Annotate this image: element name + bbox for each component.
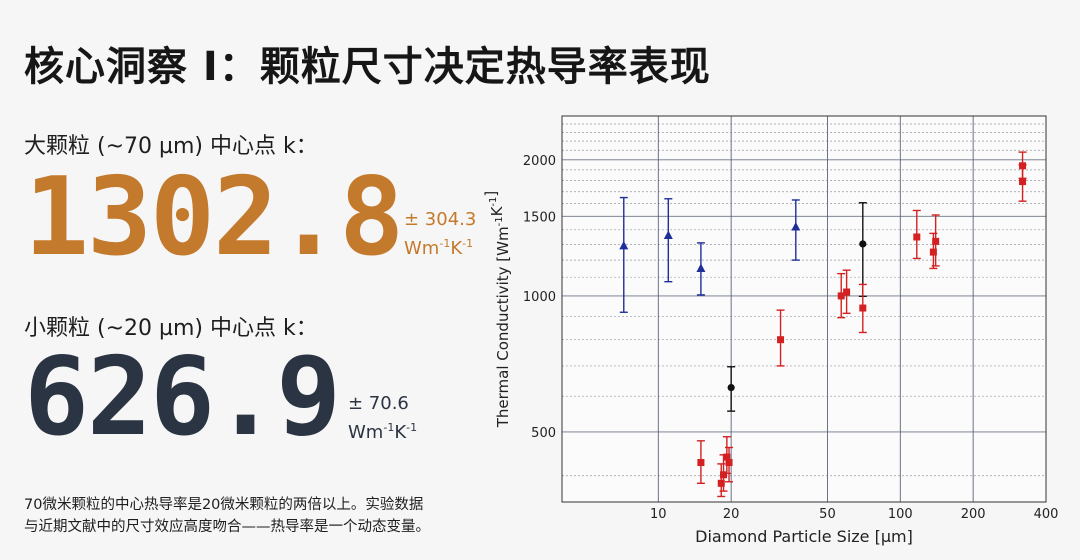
data-point — [842, 269, 851, 315]
triangle-marker — [619, 240, 629, 250]
y-tick-label: 500 — [531, 426, 556, 441]
caption-line-1: 70微米颗粒的中心热导率是20微米颗粒的两倍以上。实验数据 — [24, 497, 424, 513]
unit-exp: -1 — [406, 421, 418, 434]
y-tick-label: 2000 — [523, 154, 556, 169]
square-marker — [913, 233, 921, 241]
data-point — [1018, 164, 1027, 202]
small-particle-value: 626.9 — [24, 335, 341, 460]
small-error-value: ± 70.6 — [348, 393, 409, 414]
square-marker — [725, 459, 733, 467]
caption-line-2: 与近期文献中的尺寸效应高度吻合——热导率是一个动态变量。 — [24, 519, 430, 535]
unit-base: Wm — [348, 422, 384, 443]
square-marker — [929, 248, 937, 256]
page-title: 核心洞察 I：颗粒尺寸决定热导率表现 — [24, 44, 711, 90]
unit-exp: -1 — [462, 237, 474, 250]
large-error-value: ± 304.3 — [404, 209, 477, 230]
y-tick-label: 1500 — [523, 210, 556, 225]
square-marker — [837, 292, 845, 300]
square-marker — [859, 304, 867, 312]
square-marker — [843, 288, 851, 296]
plot-frame — [561, 115, 1047, 503]
x-axis-label: Diamond Particle Size [µm] — [695, 527, 913, 546]
x-tick-label: 200 — [961, 507, 986, 522]
data-point — [727, 366, 736, 412]
y-axis-label-part: K — [488, 205, 506, 216]
data-point — [776, 309, 785, 367]
data-point — [791, 199, 801, 261]
data-point — [663, 198, 673, 283]
x-tick-label: 20 — [723, 507, 740, 522]
data-point — [858, 202, 867, 297]
unit-k: K — [450, 238, 463, 259]
circle-marker — [859, 240, 867, 248]
square-marker — [723, 453, 731, 461]
y-axis-label-part: Thermal Conductivity [Wm — [494, 226, 512, 428]
chart-svg: 500 1000 1500 2000 10 20 50 100 200 400 Diamond Pa… — [482, 115, 1059, 546]
triangle-marker — [696, 263, 706, 272]
square-marker — [717, 479, 725, 487]
caption: 70微米颗粒的中心热导率是20微米颗粒的两倍以上。实验数据 与近期文献中的尺寸效… — [24, 494, 430, 538]
x-tick-label: 400 — [1034, 507, 1059, 522]
small-particle-label: 小颗粒 (~20 µm) 中心点 k： — [24, 316, 318, 341]
large-error-unit: Wm-1K-1 — [404, 232, 476, 261]
circle-marker — [727, 383, 735, 392]
data-point — [837, 272, 846, 319]
data-point — [858, 283, 867, 334]
square-marker — [1019, 178, 1027, 186]
small-particle-error: ± 70.6 Wm-1K-1 — [348, 392, 417, 445]
data-point — [912, 209, 921, 260]
x-tick-label: 10 — [650, 507, 667, 522]
large-particle-value: 1302.8 — [24, 155, 404, 280]
thermal-conductivity-chart: 500 1000 1500 2000 10 20 50 100 200 400 Diamond Pa… — [480, 100, 1060, 560]
small-error-unit: Wm-1K-1 — [348, 416, 417, 445]
data-point — [619, 196, 629, 313]
data-point — [725, 446, 734, 483]
square-marker — [777, 336, 785, 344]
y-tick-label: 1000 — [523, 290, 556, 305]
unit-k: K — [394, 422, 407, 443]
data-point — [931, 214, 940, 267]
unit-exp: -1 — [383, 421, 395, 434]
y-axis-label-exp: -1 — [494, 216, 505, 226]
x-tick-label: 50 — [819, 507, 836, 522]
large-particle-label: 大颗粒 (~70 µm) 中心点 k： — [24, 134, 318, 159]
data-point — [696, 440, 705, 484]
triangle-marker — [791, 222, 801, 231]
square-marker — [932, 237, 940, 245]
y-axis-label-exp: -1 — [488, 197, 499, 207]
unit-exp: -1 — [439, 237, 451, 250]
triangle-marker — [663, 230, 673, 240]
y-axis-label-part: ] — [482, 191, 500, 197]
unit-base: Wm — [404, 238, 440, 259]
y-axis-label: Thermal Conductivity [Wm-1K-1] — [482, 191, 512, 429]
data-point — [696, 242, 706, 296]
square-marker — [697, 459, 705, 467]
x-tick-label: 100 — [888, 507, 913, 522]
large-particle-error: ± 304.3 Wm-1K-1 — [404, 208, 476, 261]
square-marker — [720, 471, 728, 479]
